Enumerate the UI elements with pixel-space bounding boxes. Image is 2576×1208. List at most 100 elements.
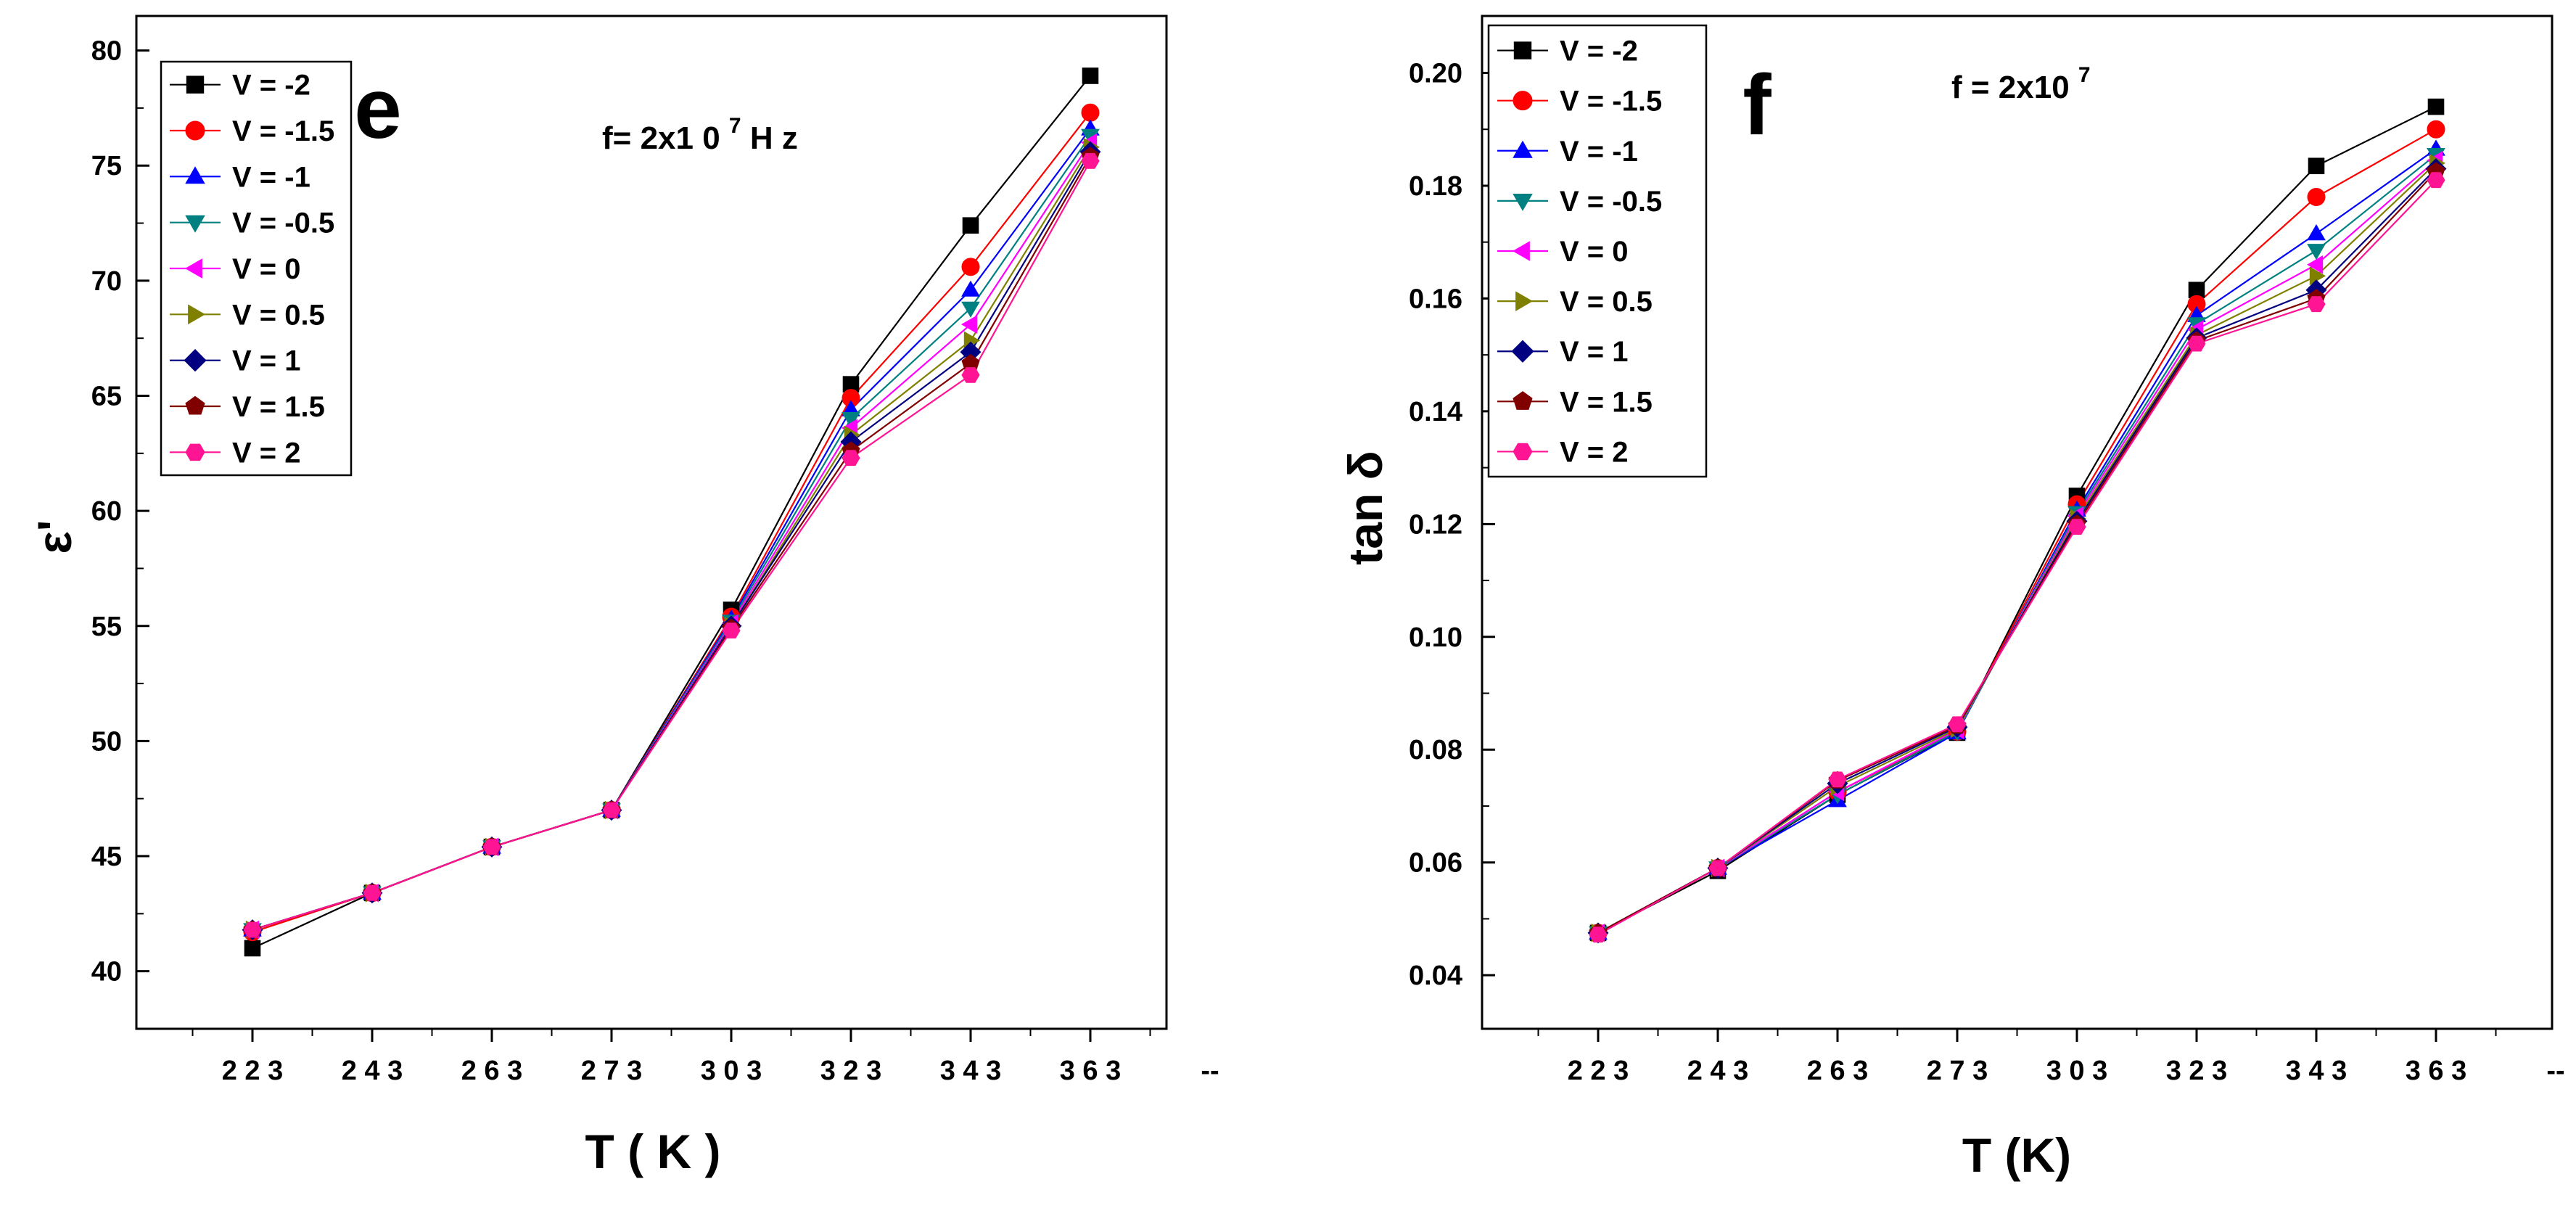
legend-entry-label: V = 1.5 — [1560, 386, 1653, 418]
data-point — [363, 884, 382, 901]
legend-entry-label: V = 0 — [232, 253, 301, 285]
legend-entry-label: V = -2 — [1560, 36, 1638, 67]
y-axis-title: ε' — [28, 519, 81, 554]
x-tick-label: 3 4 3 — [2286, 1056, 2347, 1086]
frequency-annotation: f = 2x10 7 — [1951, 63, 2091, 105]
chart-panel-e: 40 45 50 55 60 65 70 75 80 2 2 3 2 4 3 2 6 3 2 7 3 3 … — [28, 15, 1219, 1178]
data-point — [2187, 335, 2206, 352]
y-tick-label: 50 — [91, 726, 122, 757]
data-point — [1828, 771, 1847, 788]
data-point — [1948, 716, 1967, 733]
x-tick-label: 2 2 3 — [1568, 1056, 1629, 1086]
x-tick-label: 2 6 3 — [461, 1056, 523, 1086]
legend-entry-label: V = 1 — [232, 345, 301, 377]
x-tick-label-extra: -- — [1201, 1056, 1219, 1086]
legend-entry-label: V = -1 — [1560, 136, 1638, 168]
legend-swatch-marker — [186, 75, 205, 94]
series-line — [1597, 179, 2437, 936]
data-point — [722, 623, 741, 638]
x-tick-label: 2 7 3 — [581, 1056, 643, 1086]
series-line — [252, 75, 1091, 949]
data-point — [960, 315, 978, 334]
x-tick-label: 3 2 3 — [2166, 1056, 2228, 1086]
legend-entry-label: V = 0 — [1560, 236, 1629, 268]
x-tick-label: 2 4 3 — [342, 1056, 403, 1086]
x-tick-label: 2 2 3 — [222, 1056, 284, 1086]
series-line — [1597, 128, 2437, 934]
data-point — [243, 921, 262, 938]
frequency-annotation: f= 2x1 0 7 H z — [602, 114, 798, 156]
legend-entry-label: V = -0.5 — [232, 208, 334, 239]
legend-swatch-marker — [185, 215, 205, 233]
legend-entry-label: V = -1 — [232, 161, 310, 193]
legend-entry-label: V = 1 — [1560, 336, 1629, 368]
y-tick-label: 0.08 — [1409, 735, 1462, 765]
data-point — [1589, 926, 1608, 943]
legend-swatch-marker — [185, 443, 205, 461]
data-point — [482, 839, 501, 855]
legend-swatch-marker — [1511, 340, 1534, 363]
legend-entry-label: V = 2 — [232, 437, 301, 469]
y-tick-label: 65 — [91, 382, 122, 412]
y-tick-label: 55 — [91, 612, 122, 642]
data-point — [961, 280, 980, 297]
legend-entry-label: V = -2 — [232, 70, 310, 102]
series-line — [252, 135, 1091, 931]
data-point — [2427, 98, 2445, 115]
data-point — [841, 412, 860, 429]
data-point — [2307, 224, 2326, 241]
legend-swatch-marker — [1512, 241, 1530, 261]
legend-swatch-marker — [188, 304, 205, 325]
y-tick-label: 80 — [91, 36, 122, 67]
series-line — [1597, 106, 2437, 934]
y-tick-label: 0.20 — [1409, 59, 1462, 89]
data-point — [1708, 860, 1727, 876]
data-point — [2067, 519, 2086, 535]
frequency-exponent: 7 — [2078, 63, 2091, 87]
panel-letter: e — [354, 61, 402, 157]
data-point — [961, 367, 980, 383]
legend-entry-label: V = 1.5 — [232, 391, 325, 423]
data-point — [961, 301, 980, 318]
legend-swatch-marker — [185, 166, 205, 184]
plot-frame — [135, 15, 1168, 1030]
y-tick-label: 0.14 — [1409, 397, 1462, 427]
x-tick-label-extra: -- — [2546, 1056, 2564, 1086]
data-point — [2427, 120, 2445, 139]
y-axis-title: tan δ — [1338, 451, 1392, 564]
legend-entry-label: V = 0.5 — [232, 299, 325, 331]
x-tick-label: 3 0 3 — [2046, 1056, 2108, 1086]
y-tick-label: 0.18 — [1409, 171, 1462, 202]
data-point — [1082, 67, 1099, 84]
x-tick-label: 3 4 3 — [940, 1056, 1002, 1086]
y-tick-label: 45 — [91, 842, 122, 872]
series-line — [252, 160, 1091, 931]
legend-entry-label: V = -0.5 — [1560, 186, 1662, 218]
frequency-unit: H z — [741, 120, 798, 156]
y-tick-label: 0.10 — [1409, 623, 1462, 653]
data-point — [2308, 157, 2325, 175]
y-tick-label: 0.16 — [1409, 284, 1462, 314]
y-tick-label: 40 — [91, 957, 122, 987]
legend-swatch-marker — [1513, 91, 1533, 111]
x-axis-title: T ( K ) — [585, 1125, 721, 1178]
x-tick-label: 3 6 3 — [2406, 1056, 2467, 1086]
y-tick-label: 0.12 — [1409, 509, 1462, 540]
data-point — [962, 217, 979, 234]
legend-swatch-marker — [184, 258, 202, 279]
y-tick-label: 70 — [91, 266, 122, 297]
data-point — [1081, 153, 1100, 169]
y-tick-label: 0.06 — [1409, 848, 1462, 879]
x-tick-label: 2 4 3 — [1687, 1056, 1749, 1086]
legend-entry-label: V = 2 — [1560, 436, 1629, 468]
legend-entry-label: V = -1.5 — [1560, 86, 1662, 118]
data-point — [961, 258, 980, 276]
x-tick-label: 2 6 3 — [1807, 1056, 1869, 1086]
series-line — [252, 112, 1091, 933]
x-tick-label: 3 2 3 — [820, 1056, 882, 1086]
x-tick-label: 3 6 3 — [1060, 1056, 1122, 1086]
data-point — [1081, 103, 1100, 122]
series-line — [252, 128, 1091, 931]
chart-panel-f: 0.04 0.06 0.08 0.10 0.12 0.14 0.16 0.18 0.20 2 2 … — [1338, 15, 2565, 1182]
